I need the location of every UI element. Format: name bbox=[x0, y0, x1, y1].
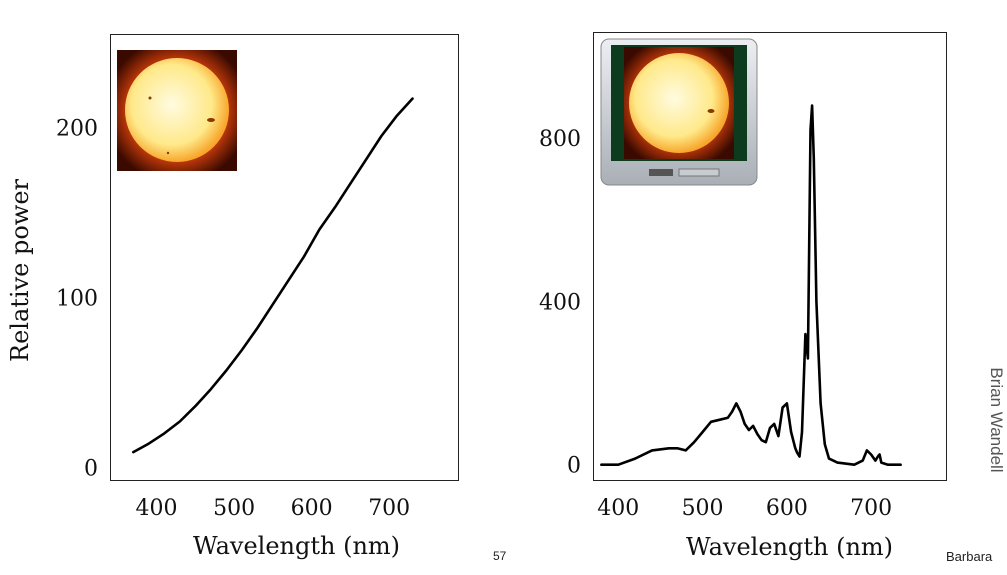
data-point bbox=[241, 349, 243, 351]
data-point bbox=[411, 97, 414, 100]
data-point bbox=[272, 303, 274, 306]
data-point bbox=[807, 357, 809, 360]
data-point bbox=[878, 453, 881, 456]
data-point bbox=[836, 461, 839, 464]
data-point bbox=[870, 453, 872, 456]
y-tick-label: 0 bbox=[84, 456, 98, 481]
data-point bbox=[287, 279, 290, 282]
data-point bbox=[815, 300, 818, 303]
data-point bbox=[684, 449, 687, 452]
x-tick-label: 600 bbox=[291, 496, 333, 521]
data-point bbox=[866, 449, 868, 452]
data-point bbox=[796, 451, 798, 454]
data-point bbox=[396, 114, 398, 117]
data-point bbox=[668, 447, 670, 450]
data-point bbox=[781, 406, 784, 409]
data-point bbox=[760, 439, 763, 441]
data-point bbox=[163, 432, 166, 435]
tv-inset bbox=[599, 37, 759, 187]
data-point bbox=[790, 431, 792, 433]
y-tick-label: 0 bbox=[567, 454, 581, 479]
x-tick-label: 700 bbox=[368, 496, 410, 521]
x-tick-label: 500 bbox=[682, 496, 724, 521]
y-tick-label: 400 bbox=[539, 290, 581, 315]
data-point bbox=[804, 333, 807, 335]
data-point bbox=[701, 431, 704, 433]
footer-right-text: Barbara bbox=[946, 549, 993, 564]
data-point bbox=[874, 459, 877, 462]
plot-frame-right bbox=[593, 32, 947, 481]
data-point bbox=[786, 402, 788, 405]
data-point bbox=[617, 463, 620, 466]
data-point bbox=[731, 410, 733, 413]
data-point bbox=[179, 420, 181, 423]
data-point bbox=[769, 427, 771, 429]
data-point bbox=[318, 228, 321, 231]
data-point bbox=[809, 129, 812, 131]
data-point bbox=[798, 455, 801, 458]
data-point bbox=[756, 433, 759, 435]
data-point bbox=[777, 435, 780, 437]
author-credit: Brian Wandell bbox=[987, 367, 1006, 473]
data-point bbox=[365, 158, 367, 161]
data-point bbox=[853, 463, 856, 466]
data-point bbox=[899, 463, 902, 466]
x-tick-label: 400 bbox=[597, 496, 639, 521]
data-point bbox=[748, 429, 750, 431]
data-point bbox=[349, 182, 352, 185]
data-point bbox=[676, 447, 679, 450]
data-point bbox=[225, 369, 228, 372]
data-point bbox=[693, 441, 695, 444]
data-point bbox=[718, 418, 721, 421]
data-point bbox=[828, 457, 830, 460]
data-point bbox=[811, 104, 813, 107]
data-point bbox=[752, 425, 754, 427]
y-tick-label: 200 bbox=[56, 116, 98, 141]
data-point bbox=[813, 157, 815, 160]
x-tick-label: 500 bbox=[213, 496, 255, 521]
data-point bbox=[794, 447, 797, 450]
plot-frame-left bbox=[110, 34, 459, 481]
y-tick-label: 800 bbox=[539, 127, 581, 152]
data-point bbox=[743, 423, 746, 425]
series-line bbox=[600, 104, 902, 466]
data-point bbox=[877, 455, 879, 458]
data-point bbox=[132, 451, 135, 453]
data-point bbox=[303, 255, 305, 258]
data-point bbox=[727, 416, 729, 419]
x-tick-label: 400 bbox=[136, 496, 178, 521]
data-point bbox=[194, 405, 197, 408]
y-tick-label: 100 bbox=[56, 286, 98, 311]
data-point bbox=[823, 443, 826, 446]
data-point bbox=[634, 457, 636, 460]
x-axis-label-left: Wavelength (nm) bbox=[193, 532, 401, 560]
page-number: 57 bbox=[493, 549, 507, 563]
data-point bbox=[256, 327, 259, 329]
data-point bbox=[802, 382, 805, 384]
data-point bbox=[764, 441, 767, 444]
data-point bbox=[710, 421, 712, 423]
x-tick-label: 700 bbox=[850, 496, 892, 521]
data-point bbox=[147, 442, 150, 445]
data-point bbox=[600, 463, 603, 466]
sun-photo-inset bbox=[117, 50, 237, 171]
data-point bbox=[861, 459, 864, 462]
x-tick-label: 600 bbox=[766, 496, 808, 521]
data-point bbox=[380, 135, 383, 137]
data-point bbox=[880, 461, 883, 464]
data-point bbox=[739, 410, 742, 413]
data-point bbox=[334, 206, 336, 209]
data-point bbox=[651, 449, 653, 452]
x-axis-label-right: Wavelength (nm) bbox=[686, 533, 894, 561]
data-point bbox=[801, 431, 803, 433]
data-point bbox=[773, 423, 776, 425]
data-point bbox=[735, 402, 738, 405]
data-point bbox=[819, 402, 822, 405]
data-point bbox=[887, 463, 889, 466]
data-point bbox=[210, 388, 212, 391]
